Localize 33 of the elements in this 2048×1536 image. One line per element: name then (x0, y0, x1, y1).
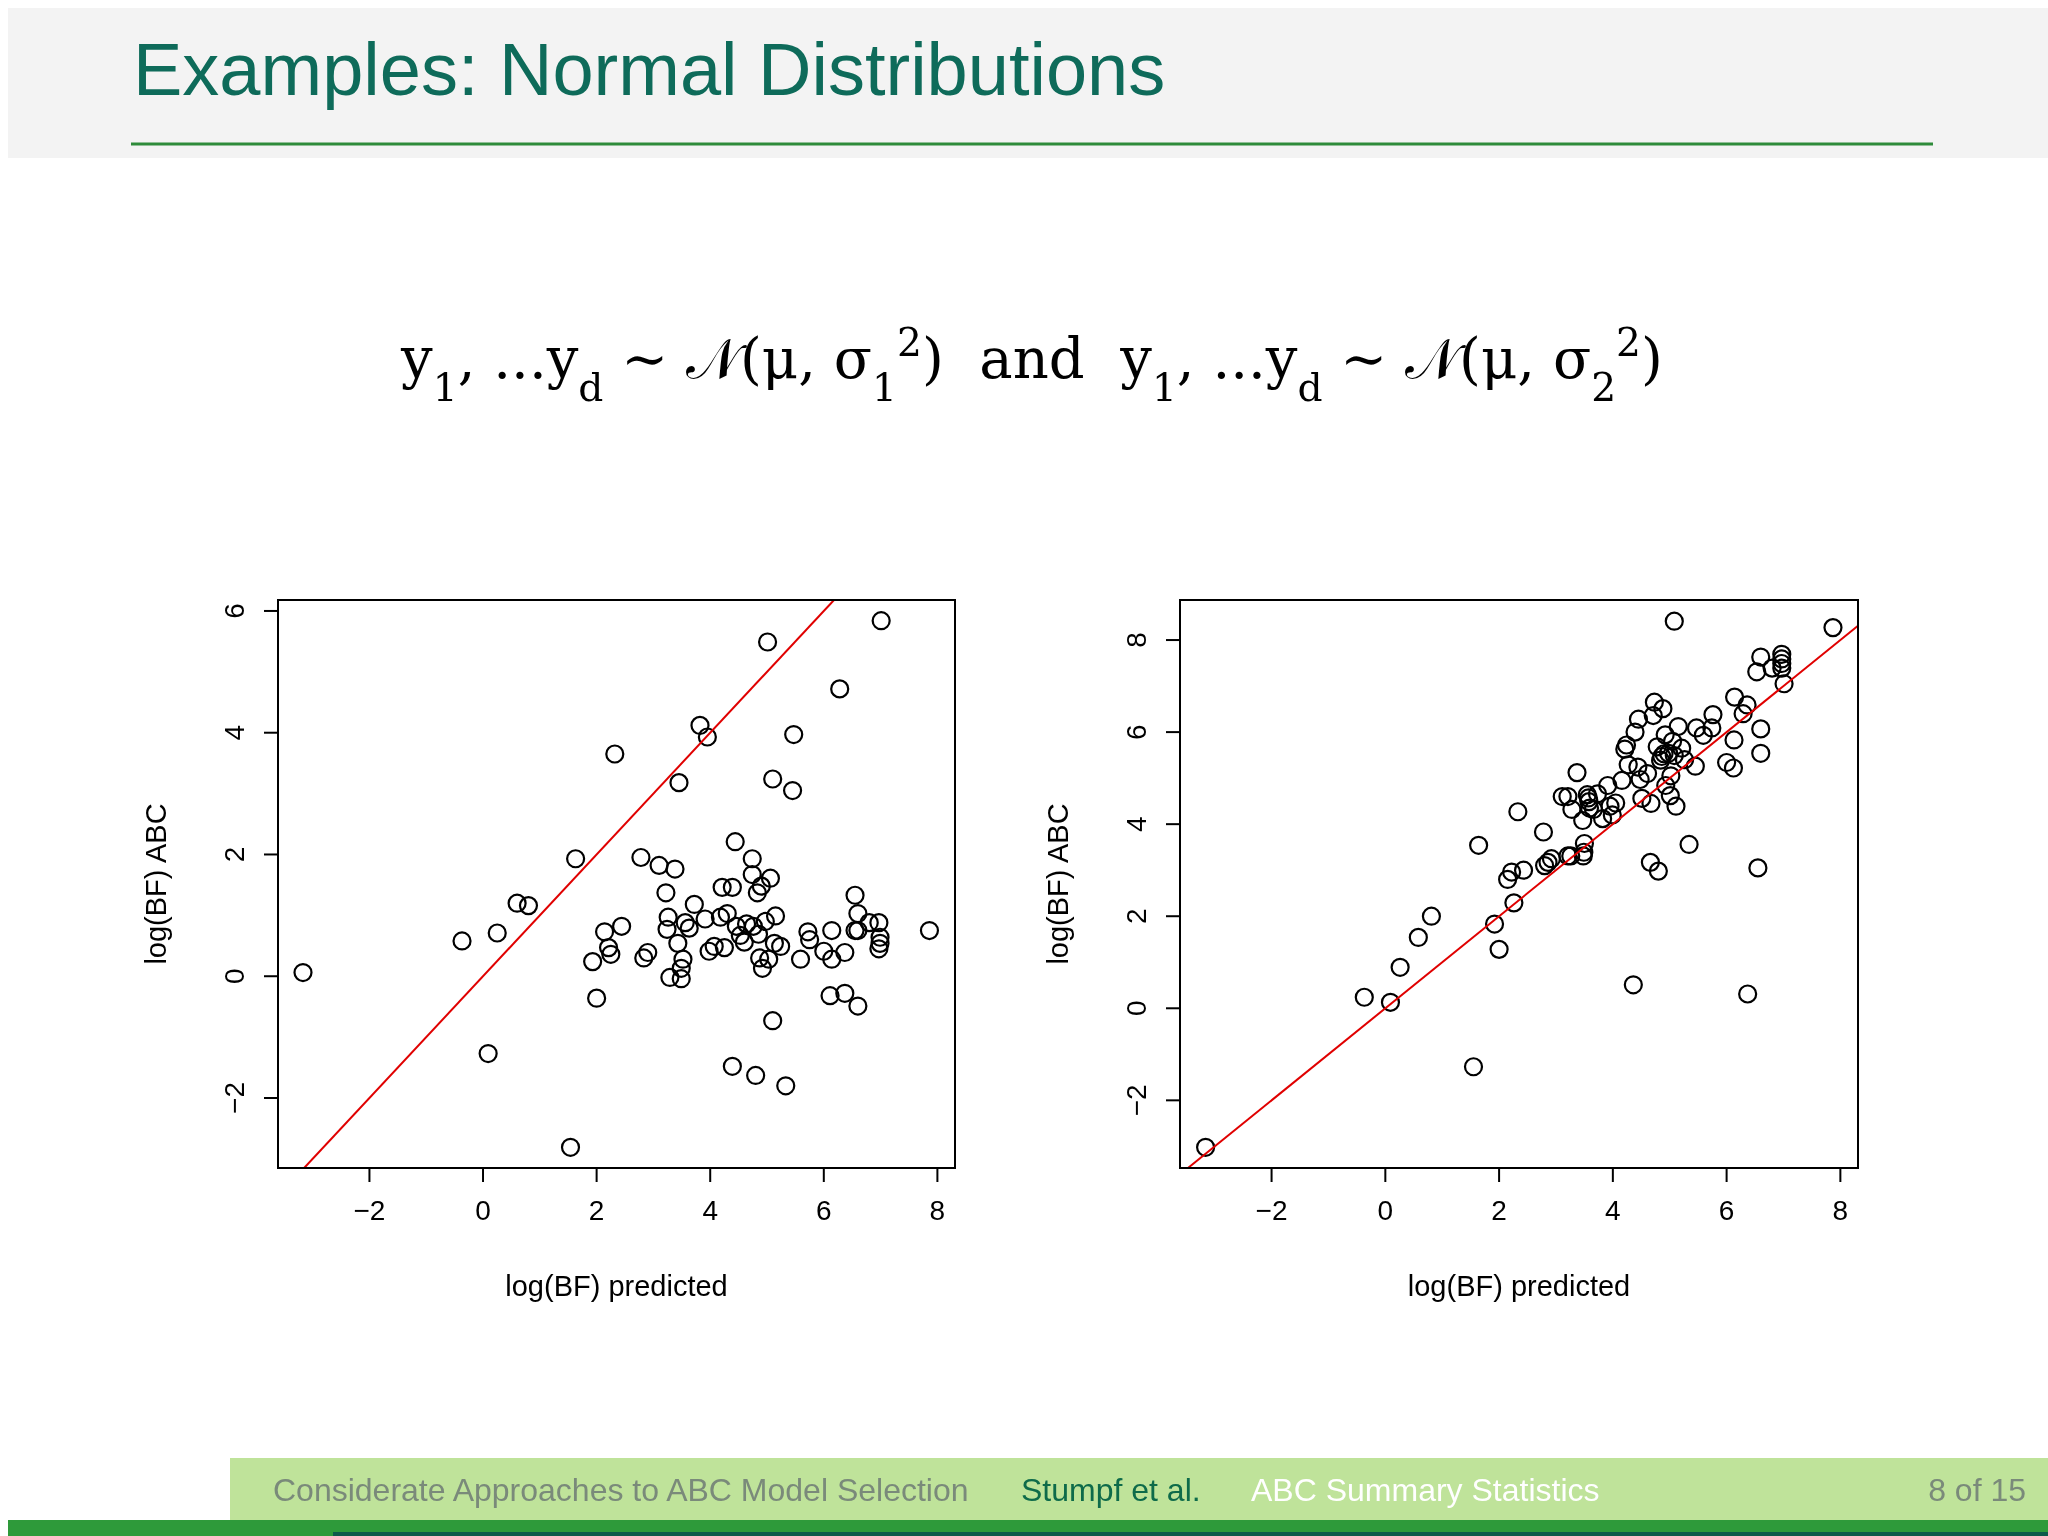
y-tick-label: 4 (1121, 816, 1152, 832)
y-tick-label: 2 (219, 846, 250, 863)
y-tick-label: 6 (219, 603, 250, 619)
y-tick-label: −2 (219, 1082, 250, 1114)
x-tick-label: 4 (1605, 1195, 1621, 1226)
x-tick-label: 6 (1718, 1195, 1735, 1226)
y-tick-label: 6 (1121, 724, 1152, 740)
x-tick-label: 8 (1832, 1195, 1849, 1226)
y-axis-title: log(BF) ABC (140, 803, 172, 965)
text: Considerate Approaches to ABC Model Selection (273, 1472, 969, 1508)
y-axis-title: log(BF) ABC (1042, 803, 1074, 965)
text: 8 of 15 (1928, 1472, 2026, 1508)
text: ABC Summary Statistics (1251, 1472, 1600, 1508)
x-axis-title: log(BF) predicted (1407, 1270, 1631, 1302)
text: y$_{1}$, ...y$_{d}$ ∼ 𝒩(μ, σ$_{1}$$^{2}$) and y$_{1}$, ...y$_{d}$ ∼ 𝒩(μ, σ$_{2}$$^{2}$) (401, 319, 1663, 410)
text: Stumpf et al. (1021, 1472, 1201, 1508)
y-tick-label: 4 (219, 724, 250, 741)
x-tick-label: 6 (816, 1195, 832, 1226)
x-tick-label: 2 (588, 1195, 605, 1226)
x-tick-label: 8 (929, 1195, 946, 1226)
x-tick-label: 2 (1491, 1195, 1507, 1226)
x-tick-label: 0 (1377, 1195, 1394, 1226)
y-tick-label: 8 (1121, 632, 1152, 648)
chart-title: Examples: Normal Distributions (133, 28, 1166, 111)
x-tick-label: 0 (475, 1195, 491, 1226)
x-tick-label: −2 (353, 1195, 386, 1226)
y-tick-label: −2 (1121, 1084, 1152, 1117)
y-tick-label: 0 (219, 968, 250, 985)
y-tick-label: 0 (1121, 1000, 1152, 1017)
x-axis-title: log(BF) predicted (505, 1270, 728, 1302)
y-tick-label: 2 (1121, 908, 1152, 925)
x-tick-label: −2 (1255, 1195, 1288, 1226)
x-tick-label: 4 (702, 1195, 718, 1226)
